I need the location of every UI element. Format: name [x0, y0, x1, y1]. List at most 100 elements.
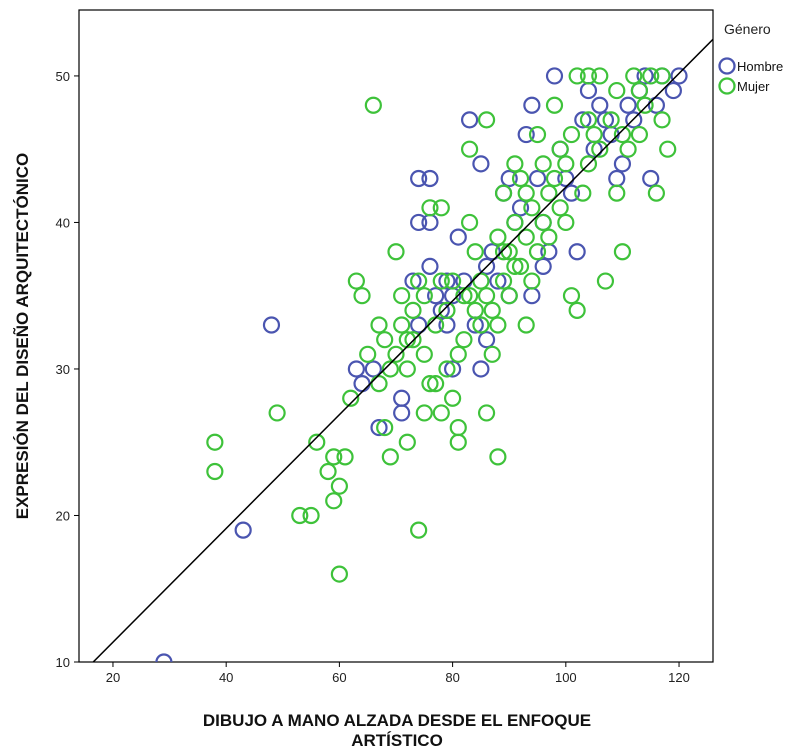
point-mujer [613, 243, 632, 261]
fit-line-group [92, 38, 713, 662]
point-mujer [421, 199, 439, 217]
point-mujer [579, 155, 598, 173]
point-mujer [206, 462, 224, 481]
point-hombre [421, 169, 439, 188]
point-mujer [517, 228, 535, 246]
point-hombre [155, 653, 173, 662]
point-mujer [415, 345, 433, 363]
point-mujer [642, 67, 660, 85]
y-tick-label: 20 [56, 508, 70, 523]
legend-marker-hombre [718, 57, 736, 75]
point-mujer [568, 301, 586, 319]
point-mujer [438, 301, 456, 319]
y-tick-label: 40 [56, 215, 70, 230]
point-mujer [302, 506, 320, 525]
point-mujer [359, 345, 377, 363]
point-mujer [472, 316, 490, 334]
legend-title: Género [724, 21, 771, 37]
point-hombre [545, 67, 564, 85]
point-mujer [494, 272, 513, 290]
point-hombre [619, 96, 637, 114]
point-mujer [483, 301, 501, 319]
point-mujer [325, 492, 343, 510]
point-hombre [596, 111, 615, 129]
point-mujer [421, 375, 439, 393]
point-mujer [608, 184, 626, 202]
point-mujer [551, 199, 569, 217]
point-mujer [574, 184, 592, 202]
point-mujer [489, 228, 507, 246]
point-mujer [557, 213, 575, 232]
point-hombre [670, 67, 688, 85]
point-hombre [517, 125, 535, 144]
x-axis-title-line2: ARTÍSTICO [351, 731, 443, 750]
fit-line [92, 38, 713, 662]
point-hombre [364, 360, 382, 378]
point-mujer [511, 169, 530, 188]
point-hombre [262, 316, 281, 334]
point-mujer [489, 316, 507, 334]
point-mujer [477, 111, 496, 129]
point-mujer [415, 404, 433, 422]
point-mujer [460, 140, 479, 158]
point-mujer [387, 243, 405, 261]
point-mujer [483, 345, 501, 363]
point-hombre [427, 287, 445, 305]
point-mujer [376, 418, 394, 437]
point-mujer [308, 433, 326, 451]
point-mujer [398, 360, 416, 378]
legend: Género Hombre Mujer [718, 21, 783, 95]
point-hombre [664, 81, 682, 100]
point-hombre [472, 155, 490, 173]
point-mujer [449, 433, 467, 451]
point-hombre [234, 521, 252, 539]
legend-label-hombre: Hombre [737, 59, 783, 74]
point-hombre [347, 360, 365, 378]
point-mujer [325, 448, 343, 466]
point-hombre [647, 96, 665, 114]
point-mujer [410, 521, 428, 539]
point-mujer [466, 243, 484, 261]
point-mujer [330, 565, 348, 583]
y-tick-label: 30 [56, 362, 70, 377]
point-mujer [432, 404, 450, 422]
point-mujer [534, 213, 552, 232]
point-mujer [353, 287, 371, 305]
point-mujer [523, 199, 541, 217]
point-hombre [528, 169, 547, 188]
point-hombre [568, 243, 586, 261]
point-mujer [562, 125, 581, 144]
point-hombre [438, 272, 456, 290]
x-tick-label: 80 [445, 670, 459, 685]
y-tick-label: 50 [56, 69, 70, 84]
point-mujer [387, 345, 405, 363]
point-mujer [534, 155, 552, 173]
point-hombre [410, 169, 428, 188]
point-mujer [619, 140, 637, 158]
point-mujer [370, 375, 388, 393]
point-hombre [574, 111, 592, 129]
y-axis-title: EXPRESIÓN DEL DISEÑO ARQUITECTÓNICO [12, 153, 32, 520]
point-mujer [506, 213, 524, 232]
point-mujer [381, 360, 399, 378]
point-mujer [477, 287, 496, 305]
point-mujer [579, 111, 598, 129]
point-mujer [647, 184, 665, 202]
point-mujer [404, 331, 422, 349]
point-hombre [421, 257, 439, 276]
point-mujer [506, 155, 524, 173]
x-axis-title: DIBUJO A MANO ALZADA DESDE EL ENFOQUE [203, 711, 591, 730]
point-mujer [268, 404, 286, 422]
legend-marker-mujer [718, 77, 736, 95]
point-mujer [517, 316, 535, 334]
point-mujer [625, 67, 643, 85]
point-mujer [444, 389, 462, 407]
point-mujer [364, 96, 382, 114]
point-mujer [342, 389, 360, 407]
point-mujer [540, 184, 558, 202]
point-mujer [540, 228, 558, 246]
point-mujer [494, 243, 513, 261]
point-hombre [393, 404, 411, 422]
point-mujer [591, 67, 609, 85]
